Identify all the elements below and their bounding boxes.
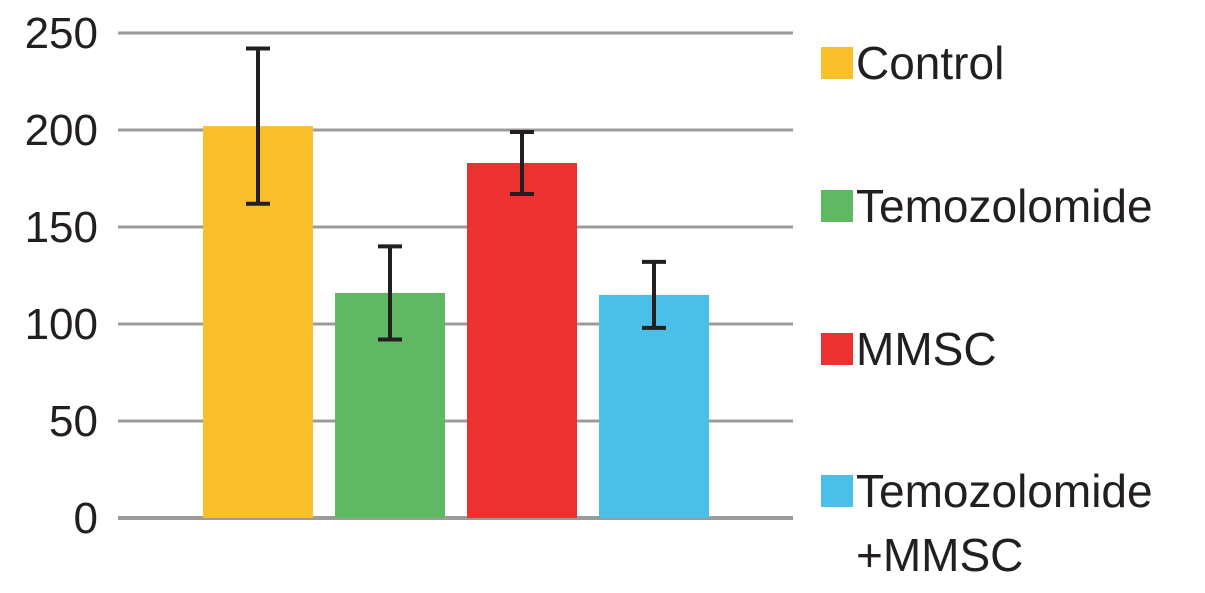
legend-label-line: Temozolomide: [856, 180, 1153, 232]
bar-temozolomide-mmsc: [599, 294, 709, 518]
y-tick-label: 200: [25, 106, 98, 155]
legend-label: MMSC: [856, 323, 997, 375]
legend-item: MMSC: [821, 323, 997, 375]
legend-label: Temozolomide: [856, 180, 1153, 232]
y-tick-label: 250: [25, 9, 98, 58]
legend-swatch: [821, 47, 853, 79]
error-bar: [246, 46, 270, 206]
legend-item: Control: [821, 37, 1004, 89]
legend-item: Temozolomide +MMSC: [821, 465, 1153, 581]
bars: [203, 126, 709, 519]
legend-item: Temozolomide: [821, 180, 1153, 232]
legend-swatch: [821, 333, 853, 365]
legend-swatch: [821, 475, 853, 507]
legend-swatch: [821, 190, 853, 222]
error-bar: [510, 129, 534, 197]
legend-label-line: MMSC: [856, 323, 997, 375]
error-bars: [246, 46, 666, 342]
y-tick-label: 100: [25, 300, 98, 349]
legend: Control Temozolomide MMSC Temozolomide +MMSC: [821, 37, 1153, 581]
legend-label: Control: [856, 37, 1004, 89]
y-tick-label: 0: [74, 494, 98, 543]
error-bar: [642, 259, 666, 330]
y-tick-label: 50: [49, 397, 98, 446]
bar-mmsc: [467, 162, 577, 519]
legend-label-line: Temozolomide: [856, 465, 1153, 517]
legend-label-line: +MMSC: [856, 529, 1023, 581]
y-axis-ticks: 0 50 100 150 200 250: [25, 9, 98, 543]
y-tick-label: 150: [25, 203, 98, 252]
legend-label: Temozolomide +MMSC: [856, 465, 1153, 581]
error-bar: [378, 244, 402, 342]
legend-label-line: Control: [856, 37, 1004, 89]
